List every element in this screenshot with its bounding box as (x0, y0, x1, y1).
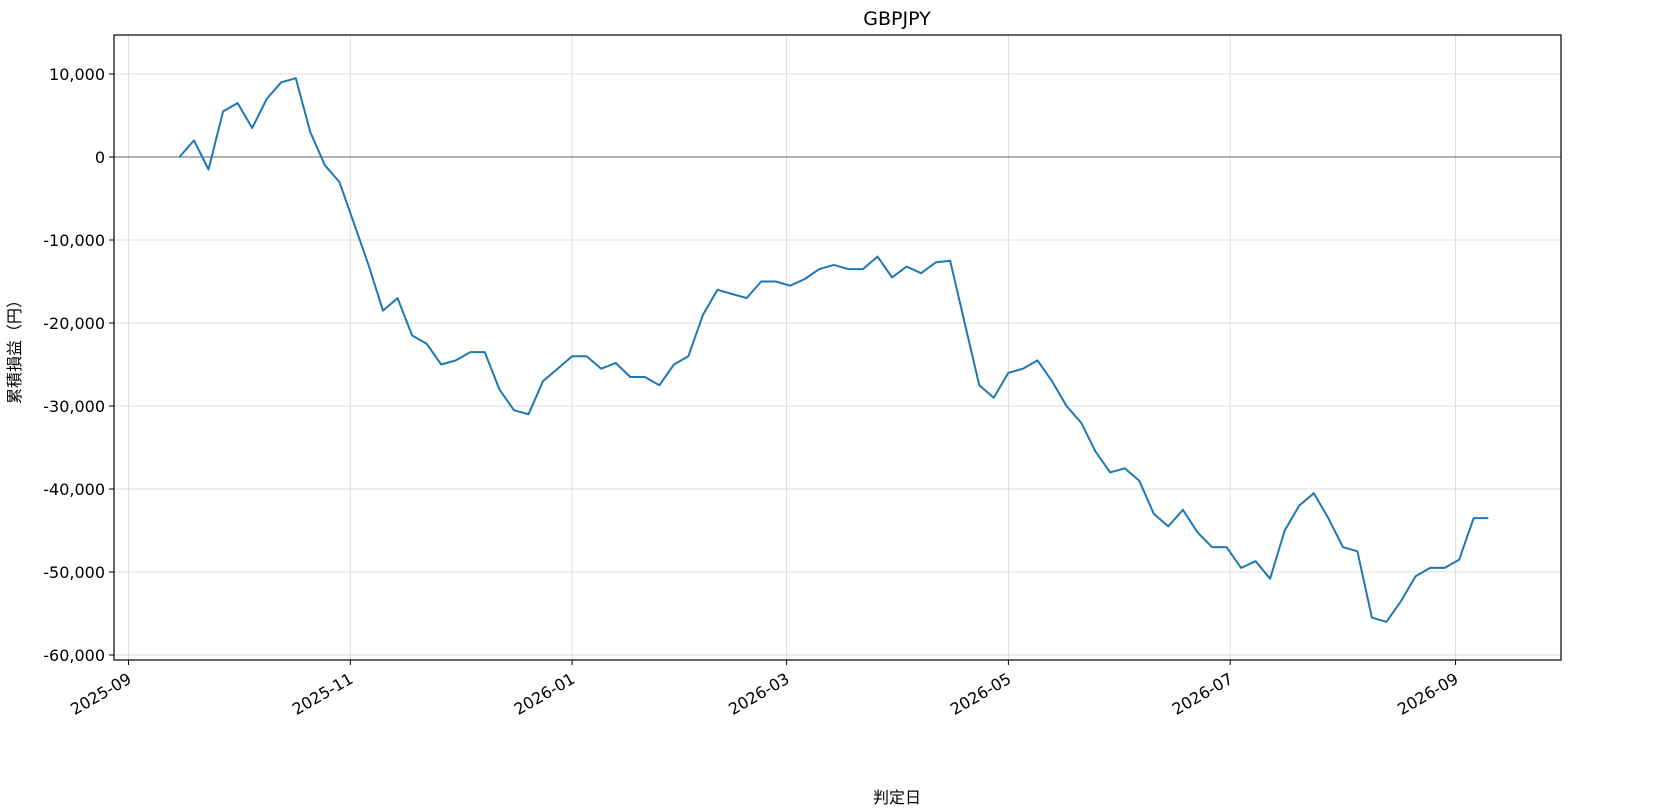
x-axis-label: 判定日 (873, 788, 921, 807)
x-tick-label: 2025-09 (67, 669, 134, 719)
plot-frame (113, 34, 1562, 661)
x-tick-label: 2026-05 (947, 669, 1014, 719)
y-axis-label: 累積損益（円） (5, 292, 24, 404)
y-tick-label: -20,000 (43, 314, 105, 333)
y-tick-label: 10,000 (49, 65, 105, 84)
x-tick-label: 2026-07 (1169, 669, 1236, 719)
x-tick-label: 2026-01 (511, 669, 578, 719)
y-tick-label: -30,000 (43, 397, 105, 416)
data-line (178, 77, 1489, 623)
x-tick-label: 2026-09 (1394, 669, 1461, 719)
y-tick-label: -50,000 (43, 563, 105, 582)
y-tick-label: -40,000 (43, 480, 105, 499)
chart-title: GBPJPY (863, 8, 931, 30)
y-tick-label: 0 (95, 148, 105, 167)
y-tick-label: -10,000 (43, 231, 105, 250)
x-tick-label: 2026-03 (725, 669, 792, 719)
x-tick-label: 2025-11 (289, 669, 356, 719)
y-tick-label: -60,000 (43, 646, 105, 665)
